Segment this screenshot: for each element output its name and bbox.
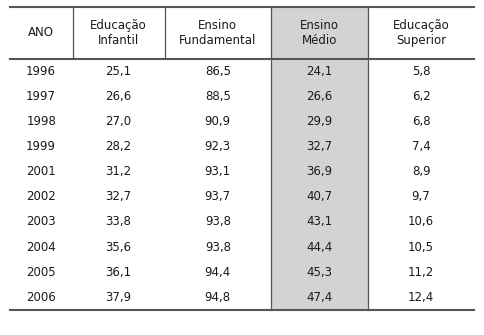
Text: 94,4: 94,4 <box>205 266 231 279</box>
Text: 36,1: 36,1 <box>106 266 132 279</box>
Text: 93,8: 93,8 <box>205 215 231 228</box>
Text: 1999: 1999 <box>26 140 56 153</box>
Text: 93,1: 93,1 <box>205 165 231 178</box>
Text: 94,8: 94,8 <box>205 291 231 304</box>
Text: 2004: 2004 <box>26 241 56 254</box>
Text: 2005: 2005 <box>26 266 56 279</box>
Text: 7,4: 7,4 <box>412 140 430 153</box>
Text: 1998: 1998 <box>26 115 56 128</box>
Text: 33,8: 33,8 <box>106 215 132 228</box>
Text: 10,5: 10,5 <box>408 241 434 254</box>
Text: 92,3: 92,3 <box>205 140 231 153</box>
Text: 6,8: 6,8 <box>412 115 430 128</box>
Text: 86,5: 86,5 <box>205 65 231 78</box>
Text: 26,6: 26,6 <box>106 90 132 103</box>
Bar <box>271 7 368 310</box>
Text: 37,9: 37,9 <box>106 291 132 304</box>
Text: 1996: 1996 <box>26 65 56 78</box>
Text: 35,6: 35,6 <box>106 241 132 254</box>
Text: 12,4: 12,4 <box>408 291 434 304</box>
Text: Educação
Infantil: Educação Infantil <box>90 19 147 47</box>
Text: 10,6: 10,6 <box>408 215 434 228</box>
Text: ANO: ANO <box>28 26 54 39</box>
Text: 9,7: 9,7 <box>412 190 430 203</box>
Text: 45,3: 45,3 <box>306 266 333 279</box>
Text: 8,9: 8,9 <box>412 165 430 178</box>
Text: 2001: 2001 <box>26 165 56 178</box>
Text: 43,1: 43,1 <box>306 215 333 228</box>
Text: 11,2: 11,2 <box>408 266 434 279</box>
Text: 26,6: 26,6 <box>306 90 333 103</box>
Text: 2002: 2002 <box>26 190 56 203</box>
Text: 32,7: 32,7 <box>306 140 333 153</box>
Text: Ensino
Médio: Ensino Médio <box>300 19 339 47</box>
Text: 2003: 2003 <box>26 215 56 228</box>
Text: 1997: 1997 <box>26 90 56 103</box>
Text: 27,0: 27,0 <box>106 115 132 128</box>
Text: 93,7: 93,7 <box>205 190 231 203</box>
Text: 36,9: 36,9 <box>306 165 333 178</box>
Text: 47,4: 47,4 <box>306 291 333 304</box>
Text: 29,9: 29,9 <box>306 115 333 128</box>
Text: 32,7: 32,7 <box>106 190 132 203</box>
Text: Ensino
Fundamental: Ensino Fundamental <box>179 19 257 47</box>
Text: 40,7: 40,7 <box>306 190 333 203</box>
Text: 93,8: 93,8 <box>205 241 231 254</box>
Text: 31,2: 31,2 <box>106 165 132 178</box>
Text: 28,2: 28,2 <box>106 140 132 153</box>
Text: 88,5: 88,5 <box>205 90 231 103</box>
Text: 2006: 2006 <box>26 291 56 304</box>
Text: Educação
Superior: Educação Superior <box>393 19 450 47</box>
Text: 44,4: 44,4 <box>306 241 333 254</box>
Text: 90,9: 90,9 <box>205 115 231 128</box>
Text: 6,2: 6,2 <box>412 90 430 103</box>
Text: 25,1: 25,1 <box>106 65 132 78</box>
Text: 5,8: 5,8 <box>412 65 430 78</box>
Text: 24,1: 24,1 <box>306 65 333 78</box>
